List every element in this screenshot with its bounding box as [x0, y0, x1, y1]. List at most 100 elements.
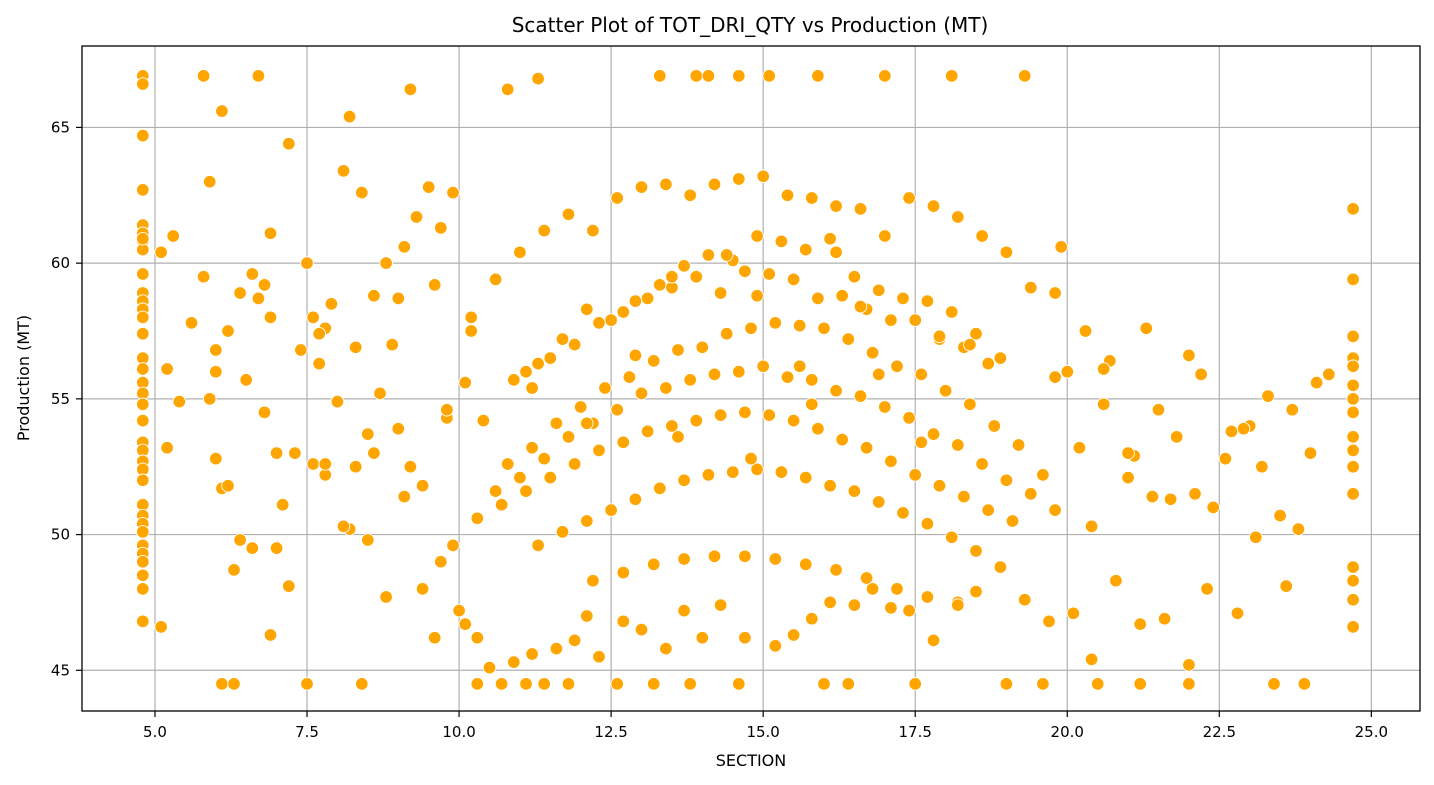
- scatter-point: [878, 69, 892, 83]
- scatter-point: [592, 443, 606, 458]
- scatter-point: [379, 590, 393, 604]
- scatter-point: [580, 609, 594, 623]
- scatter-point: [348, 340, 363, 355]
- scatter-point: [713, 286, 728, 300]
- scatter-point: [926, 199, 941, 213]
- scatter-point: [543, 351, 558, 365]
- scatter-point: [306, 457, 320, 471]
- scatter-point: [233, 286, 247, 300]
- scatter-point: [871, 495, 886, 509]
- scatter-point: [999, 245, 1014, 260]
- scatter-point: [1346, 378, 1360, 393]
- scatter-point: [835, 288, 849, 303]
- scatter-point: [592, 316, 606, 330]
- x-tick-label: 10.0: [442, 723, 475, 741]
- scatter-point: [738, 264, 752, 279]
- scatter-point: [555, 332, 570, 346]
- y-axis-label: Production (MT): [14, 315, 33, 441]
- scatter-point: [452, 603, 466, 618]
- scatter-point: [738, 549, 752, 564]
- scatter-point: [798, 242, 813, 257]
- scatter-point: [659, 381, 673, 395]
- scatter-point: [610, 402, 624, 417]
- scatter-point: [263, 226, 278, 241]
- scatter-point: [136, 183, 150, 197]
- scatter-point: [999, 677, 1014, 691]
- x-axis-ticks: 5.0 7.5 10.0 12.5 15.0 17.5 20.0 22.5 25.0: [143, 711, 1388, 741]
- scatter-point: [1048, 370, 1062, 384]
- scatter-point: [336, 519, 351, 534]
- scatter-point: [1236, 421, 1251, 436]
- scatter-point: [798, 470, 813, 485]
- scatter-point: [659, 641, 673, 656]
- scatter-point: [160, 362, 174, 376]
- grid-lines: [82, 46, 1420, 711]
- scatter-point: [695, 340, 710, 355]
- scatter-point: [525, 440, 539, 455]
- scatter-point: [1291, 522, 1306, 536]
- scatter-point: [811, 291, 825, 306]
- scatter-point: [1139, 321, 1154, 336]
- scatter-point: [586, 223, 600, 238]
- scatter-point: [446, 538, 460, 553]
- scatter-point: [805, 191, 819, 205]
- scatter-point: [835, 432, 849, 447]
- scatter-point: [829, 245, 843, 260]
- scatter-point: [1182, 348, 1196, 363]
- scatter-point: [196, 269, 211, 284]
- scatter-point: [689, 413, 704, 428]
- scatter-point: [1346, 272, 1360, 287]
- scatter-point: [567, 633, 582, 648]
- scatter-point: [136, 77, 150, 91]
- scatter-point: [926, 633, 941, 648]
- scatter-point: [221, 478, 235, 493]
- scatter-point: [519, 484, 533, 498]
- scatter-point: [610, 191, 624, 205]
- scatter-point: [355, 677, 369, 691]
- scatter-point: [136, 326, 150, 341]
- scatter-point: [1200, 582, 1214, 596]
- scatter-point: [726, 465, 740, 479]
- scatter-point: [330, 394, 345, 409]
- scatter-point: [756, 359, 770, 374]
- scatter-point: [537, 451, 551, 466]
- scatter-point: [136, 525, 150, 539]
- scatter-point: [312, 356, 326, 371]
- scatter-point: [1206, 500, 1220, 515]
- scatter-point: [567, 457, 582, 471]
- scatter-point: [932, 329, 947, 344]
- scatter-point: [531, 71, 545, 86]
- scatter-point: [823, 595, 837, 610]
- scatter-point: [1024, 280, 1038, 295]
- scatter-point: [391, 291, 406, 306]
- scatter-point: [300, 677, 314, 691]
- scatter-point: [507, 655, 521, 669]
- scatter-point: [458, 375, 472, 390]
- y-axis-ticks: 45 50 55 60 65: [51, 118, 82, 679]
- scatter-point: [391, 421, 406, 436]
- scatter-point: [1072, 440, 1087, 455]
- scatter-point: [859, 571, 874, 585]
- scatter-point: [403, 459, 418, 474]
- plot-frame: [81, 45, 1421, 712]
- scatter-point: [342, 109, 357, 124]
- scatter-point: [616, 305, 631, 319]
- scatter-point: [750, 288, 764, 303]
- scatter-point: [136, 397, 150, 412]
- data-points: [136, 69, 1360, 691]
- scatter-point: [282, 136, 296, 151]
- scatter-point: [920, 294, 935, 308]
- scatter-point: [1060, 364, 1075, 379]
- scatter-point: [701, 468, 716, 482]
- scatter-point: [1218, 451, 1233, 466]
- scatter-point: [701, 69, 716, 83]
- scatter-point: [896, 506, 910, 520]
- scatter-point: [494, 677, 509, 691]
- scatter-point: [1109, 573, 1123, 588]
- scatter-point: [573, 400, 588, 414]
- y-tick-label: 60: [51, 254, 70, 272]
- chart-title: Scatter Plot of TOT_DRI_QTY vs Productio…: [512, 13, 989, 37]
- scatter-point: [762, 408, 776, 422]
- scatter-point: [786, 413, 801, 428]
